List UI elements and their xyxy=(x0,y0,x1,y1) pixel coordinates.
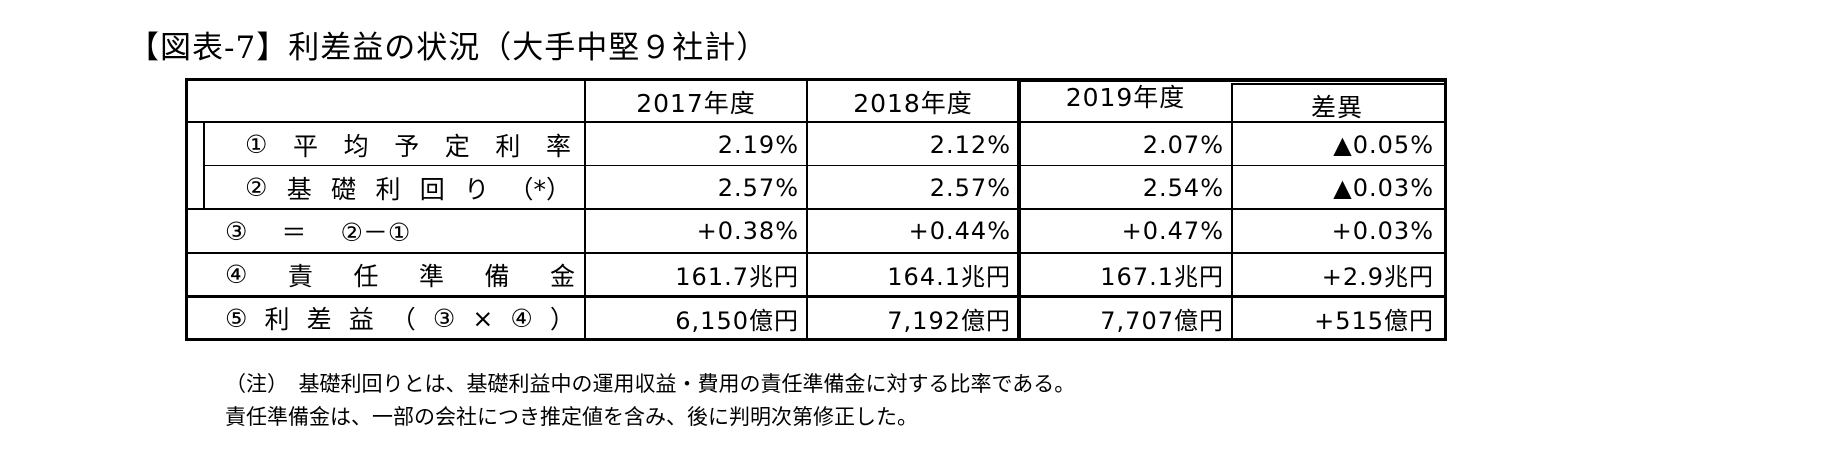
row-label-part: 予 xyxy=(394,131,420,161)
value-cell: 7,707億円 xyxy=(1100,306,1224,335)
header-2019: 2019年度 xyxy=(1065,83,1186,112)
value-cell: 2.19% xyxy=(717,130,799,159)
header-2017: 2017年度 xyxy=(636,89,756,118)
page-title: 【図表-7】利差益の状況（大手中堅９社計） xyxy=(128,30,769,66)
footnote-line: （注） 基礎利回りとは、基礎利益中の運用収益・費用の責任準備金に対する比率である… xyxy=(225,372,1076,396)
value-cell: 6,150億円 xyxy=(675,306,799,335)
row-label-part: 定 xyxy=(444,131,470,161)
row-label-part: 利 xyxy=(375,174,401,204)
row-label-part: 基 xyxy=(286,174,312,204)
row-label-part: 益 xyxy=(348,305,374,334)
value-cell: 2.07% xyxy=(1142,130,1224,159)
value-cell: +0.47% xyxy=(1121,217,1224,245)
row-divider xyxy=(185,295,1447,298)
row-label-part: 差 xyxy=(306,305,332,334)
row-label-part: 金 xyxy=(549,261,575,291)
value-cell: 2.54% xyxy=(1142,173,1224,202)
footnote-line: 責任準備金は、一部の会社につき推定値を含み、後に判明次第修正した。 xyxy=(225,405,918,429)
footnotes: （注） 基礎利回りとは、基礎利益中の運用収益・費用の責任準備金に対する比率である… xyxy=(225,368,1075,434)
row-label-spread: ③ ＝ ②－① xyxy=(185,209,585,253)
row-label-part: ④ xyxy=(510,303,533,333)
row-label-part: 備 xyxy=(484,261,510,291)
row-label-part: ④ xyxy=(225,260,248,289)
row-label-part: ③ xyxy=(225,216,248,246)
value-cell: +515億円 xyxy=(1314,306,1434,335)
row-label-part: ② xyxy=(245,173,268,202)
row-label-part: × xyxy=(472,303,494,333)
value-cell: 164.1兆円 xyxy=(887,263,1011,291)
row-label-part: （*） xyxy=(508,174,571,204)
row-divider xyxy=(185,252,1447,254)
row-label-part: 平 xyxy=(293,131,319,161)
value-cell: +0.38% xyxy=(696,217,799,245)
column-divider xyxy=(1231,84,1233,341)
value-cell: 2.57% xyxy=(717,173,799,202)
row-label-part: 均 xyxy=(343,131,369,161)
row-label-part: ③ xyxy=(432,303,456,333)
header-2018: 2018年度 xyxy=(853,89,973,118)
row-label-part: り xyxy=(464,174,490,204)
row-label-part: 任 xyxy=(353,261,379,291)
value-cell: +2.9兆円 xyxy=(1321,263,1434,291)
row-divider xyxy=(185,121,1447,123)
row-label-part: （ xyxy=(390,305,416,334)
header-diff: 差異 xyxy=(1310,93,1363,122)
row-label-part: ＝ xyxy=(281,218,307,247)
row-label-part: 責 xyxy=(287,261,313,291)
value-cell: +0.03% xyxy=(1331,217,1434,245)
value-cell: ▲0.05% xyxy=(1333,130,1434,159)
row-label-spread-profit: ⑤ 利 差 益 （ ③ × ④ ） xyxy=(185,296,585,340)
value-cell: 2.57% xyxy=(929,173,1011,202)
value-cell: 2.12% xyxy=(929,130,1011,159)
row-label-part: ⑤ xyxy=(225,303,248,333)
row-divider xyxy=(203,165,1447,166)
value-cell: +0.44% xyxy=(908,217,1011,245)
row-label-part: ① xyxy=(245,130,268,159)
diff-header-line xyxy=(1231,83,1447,85)
row-label-reserves: ④ 責 任 準 備 金 xyxy=(185,253,585,296)
row-label-part: 利 xyxy=(264,305,290,334)
row-label-part: 率 xyxy=(545,131,571,161)
row-label-planned-rate: ① 平 均 予 定 利 率 xyxy=(205,123,585,166)
row-label-part: 回 xyxy=(419,174,445,204)
value-cell: 167.1兆円 xyxy=(1100,263,1224,291)
data-table: 2017年度 2018年度 2019年度 差異 ① 平 均 予 定 利 率 ② … xyxy=(185,78,1675,360)
row-divider xyxy=(185,208,1447,210)
value-cell: 7,192億円 xyxy=(887,306,1011,335)
row-label-part: 準 xyxy=(418,261,444,291)
table-border xyxy=(185,338,1447,341)
value-cell: ▲0.03% xyxy=(1333,173,1434,202)
value-cell: 161.7兆円 xyxy=(675,263,799,291)
row-label-part: 礎 xyxy=(331,174,357,204)
row-label-part: ②－① xyxy=(340,218,411,247)
row-label-base-yield: ② 基 礎 利 回 り （*） xyxy=(205,166,585,209)
highlight-frame xyxy=(1017,78,1447,82)
table-border xyxy=(185,78,1447,81)
row-label-part: 利 xyxy=(495,131,521,161)
row-label-part: ） xyxy=(549,305,575,334)
